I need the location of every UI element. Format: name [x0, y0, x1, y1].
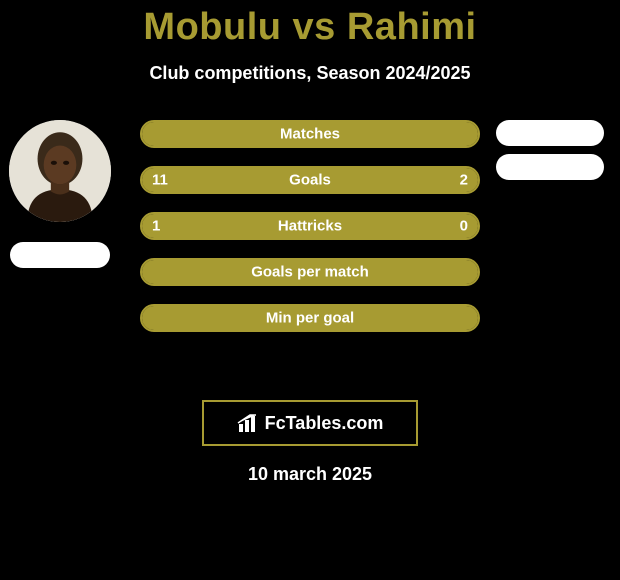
comparison-area: MatchesGoals112Hattricks10Goals per matc… [0, 120, 620, 380]
bar-segment-left [142, 260, 478, 284]
player-left-name-pill [10, 242, 110, 268]
bar-value-right: 0 [460, 218, 468, 235]
stat-bar: Goals per match [140, 258, 480, 286]
bar-value-left: 1 [152, 218, 160, 235]
player-left-column [0, 120, 120, 268]
stat-bar: Min per goal [140, 304, 480, 332]
stat-bar: Goals112 [140, 166, 480, 194]
player-right-name-pill-2 [496, 154, 604, 180]
stat-bar: Hattricks10 [140, 212, 480, 240]
subtitle: Club competitions, Season 2024/2025 [0, 63, 620, 84]
player-right-column [490, 120, 610, 180]
player-left-avatar [9, 120, 111, 222]
page-title: Mobulu vs Rahimi [0, 0, 620, 49]
player-right-name-pill-1 [496, 120, 604, 146]
date-text: 10 march 2025 [0, 464, 620, 485]
bar-value-right: 2 [460, 172, 468, 189]
avatar-photo-icon [9, 120, 111, 222]
brand-box: FcTables.com [202, 400, 418, 446]
bar-segment-left [142, 214, 401, 238]
bar-segment-left [142, 168, 401, 192]
bar-segment-left [142, 122, 478, 146]
chart-icon [237, 414, 261, 432]
bar-value-left: 11 [152, 172, 168, 189]
stat-bars: MatchesGoals112Hattricks10Goals per matc… [140, 120, 480, 332]
bar-segment-left [142, 306, 478, 330]
stat-bar: Matches [140, 120, 480, 148]
brand-text: FcTables.com [265, 413, 384, 434]
